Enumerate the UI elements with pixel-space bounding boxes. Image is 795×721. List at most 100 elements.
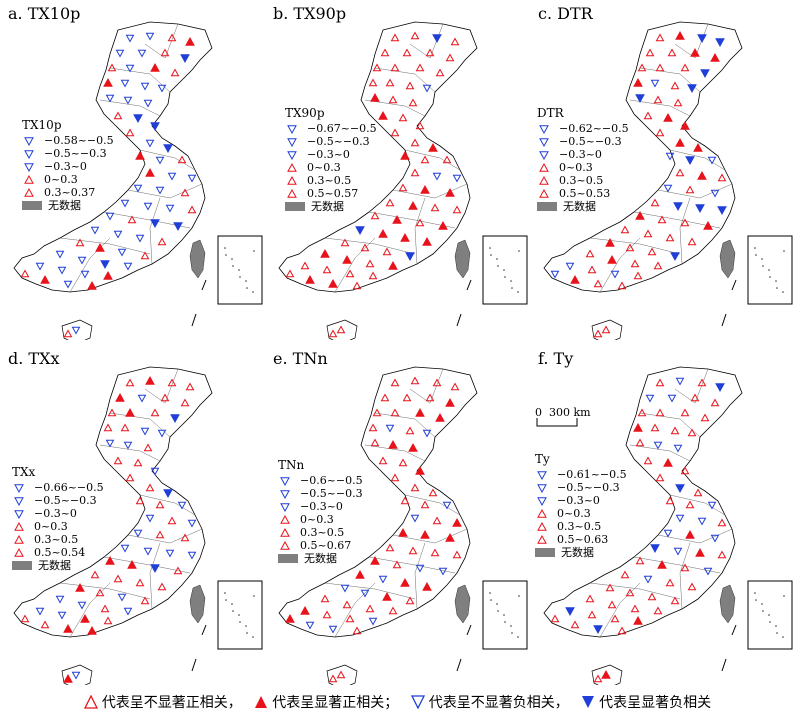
negative-station-marker — [710, 189, 720, 198]
positive-station-marker — [405, 81, 415, 90]
province-boundary — [127, 528, 203, 544]
island-dot — [253, 595, 255, 597]
positive-station-marker — [167, 378, 177, 387]
significant-negative-station-marker — [593, 625, 603, 635]
china-map — [13, 21, 263, 340]
positive-station-marker — [320, 594, 330, 603]
positive-station-marker — [140, 251, 150, 260]
negative-station-marker — [550, 270, 560, 279]
legend-range: 0~0.3 — [557, 506, 591, 520]
province-boundary — [633, 556, 721, 574]
negative-station-marker — [123, 96, 133, 105]
legend-title: TXx — [12, 465, 36, 479]
island-dot — [246, 287, 248, 289]
negative-station-marker — [157, 429, 167, 438]
up-triangle-icon — [287, 175, 297, 185]
positive-station-marker — [601, 325, 611, 334]
island-dot — [231, 603, 233, 605]
positive-station-marker — [63, 329, 73, 338]
significant-negative-station-marker — [687, 84, 697, 94]
positive-station-marker — [368, 78, 378, 87]
positive-station-marker — [690, 393, 700, 402]
negative-station-marker — [675, 377, 685, 386]
island-dot — [239, 621, 241, 623]
positive-station-marker — [400, 496, 410, 505]
significant-positive-station-marker — [40, 274, 50, 284]
down-triangle-icon — [539, 150, 549, 160]
negative-station-marker — [368, 617, 378, 626]
positive-station-marker — [365, 259, 375, 268]
significant-negative-station-marker — [170, 414, 180, 424]
legend-item: −0.67~−0.5 — [285, 122, 377, 135]
negative-station-marker — [410, 514, 420, 523]
scale-zero: 0 — [535, 406, 542, 419]
positive-station-marker — [150, 408, 160, 417]
island-dot — [253, 250, 255, 252]
positive-station-marker — [653, 261, 663, 270]
significant-positive-station-marker — [75, 582, 85, 592]
positive-station-marker — [587, 610, 597, 619]
island-dot — [224, 592, 226, 594]
negative-station-marker — [35, 607, 45, 616]
positive-station-marker — [452, 205, 462, 214]
province-boundary — [149, 542, 161, 610]
significant-positive-station-marker — [103, 77, 113, 87]
legend-range: −0.3~0 — [557, 493, 600, 507]
island-dot — [754, 247, 756, 249]
legend-range: −0.5~−0.3 — [557, 480, 620, 494]
positive-station-marker — [585, 249, 595, 258]
positive-station-marker — [710, 398, 720, 407]
positive-station-marker — [650, 198, 660, 207]
up-triangle-icon — [280, 527, 290, 537]
significant-positive-station-marker — [452, 517, 462, 527]
boundary-mark — [466, 279, 472, 291]
positive-station-marker — [410, 376, 420, 385]
negative-station-marker — [80, 270, 90, 279]
negative-station-marker — [117, 248, 127, 257]
island-dot — [238, 614, 240, 616]
positive-station-marker — [693, 488, 703, 497]
map-legend: TNn −0.6~−0.5 −0.5~−0.3 −0.3~0 0~0.3 0.3~0.5 0… — [278, 458, 363, 565]
positive-station-marker — [585, 594, 595, 603]
positive-station-marker — [405, 596, 415, 605]
province-boundary — [99, 99, 161, 117]
island-dot — [252, 636, 254, 638]
negative-station-marker — [137, 49, 147, 58]
positive-station-marker — [103, 616, 113, 625]
positive-station-marker — [368, 423, 378, 432]
legend-range: 0.3~0.5 — [34, 532, 79, 546]
significant-negative-station-marker — [700, 69, 710, 79]
up-triangle-icon — [287, 188, 297, 198]
legend-item: −0.3~0 — [535, 494, 627, 507]
positive-station-marker — [717, 518, 727, 527]
positive-station-marker — [140, 596, 150, 605]
significant-positive-station-marker — [445, 397, 455, 407]
negative-station-marker — [120, 544, 130, 553]
panel-c: c. DTR DTR −0.62~−0.5 −0.5~−0.3 −0.3~0 0~0.3 0… — [530, 0, 795, 340]
significant-positive-station-marker — [328, 278, 338, 288]
significant-negative-station-marker — [150, 122, 160, 132]
legend-nodata: 无数据 — [285, 200, 377, 213]
island-dot — [761, 603, 763, 605]
legend-range: −0.5~−0.3 — [307, 134, 370, 148]
positive-station-marker — [167, 516, 177, 525]
legend-range: −0.3~0 — [44, 159, 87, 173]
nodata-swatch — [537, 202, 557, 211]
significant-positive-station-marker — [370, 555, 380, 565]
province-boundary — [657, 528, 733, 544]
up-triangle-icon — [14, 521, 24, 531]
positive-station-marker — [643, 229, 653, 238]
province-boundary — [99, 444, 161, 462]
negative-station-marker — [665, 152, 675, 161]
down-triangle-icon — [24, 149, 34, 159]
positive-station-marker — [620, 570, 630, 579]
significant-negative-station-marker — [100, 260, 110, 270]
negative-station-marker — [55, 595, 65, 604]
island-dot — [224, 247, 226, 249]
positive-station-marker — [410, 483, 420, 492]
positive-station-marker — [113, 111, 123, 120]
positive-station-marker — [670, 81, 680, 90]
island-dot — [497, 265, 499, 267]
positive-station-marker — [630, 604, 640, 613]
negative-station-marker — [123, 441, 133, 450]
